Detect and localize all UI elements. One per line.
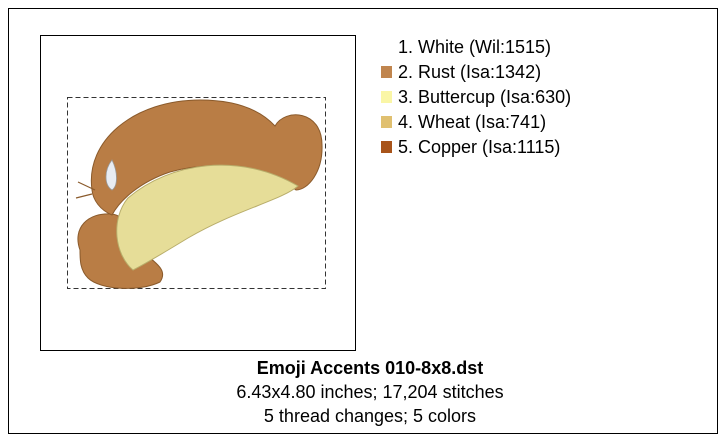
color-swatch	[381, 141, 392, 153]
color-label: 4. Wheat (Isa:741)	[398, 112, 546, 132]
color-label: 3. Buttercup (Isa:630)	[398, 87, 571, 107]
color-label: 5. Copper (Isa:1115)	[398, 137, 560, 157]
color-label: 1. White (Wil:1515)	[398, 37, 551, 57]
color-swatch	[381, 91, 392, 103]
design-changes: 5 thread changes; 5 colors	[264, 406, 476, 426]
color-label: 2. Rust (Isa:1342)	[398, 62, 541, 82]
color-list: 1. White (Wil:1515) 2. Rust (Isa:1342) 3. …	[381, 37, 571, 157]
design-size: 6.43x4.80 inches; 17,204 stitches	[236, 382, 503, 402]
color-swatch	[381, 66, 392, 78]
color-swatch	[381, 41, 392, 53]
color-swatch	[381, 116, 392, 128]
design-name: Emoji Accents 010-8x8.dst	[257, 358, 483, 378]
design-bounds	[67, 97, 326, 289]
design-preview	[75, 99, 323, 289]
